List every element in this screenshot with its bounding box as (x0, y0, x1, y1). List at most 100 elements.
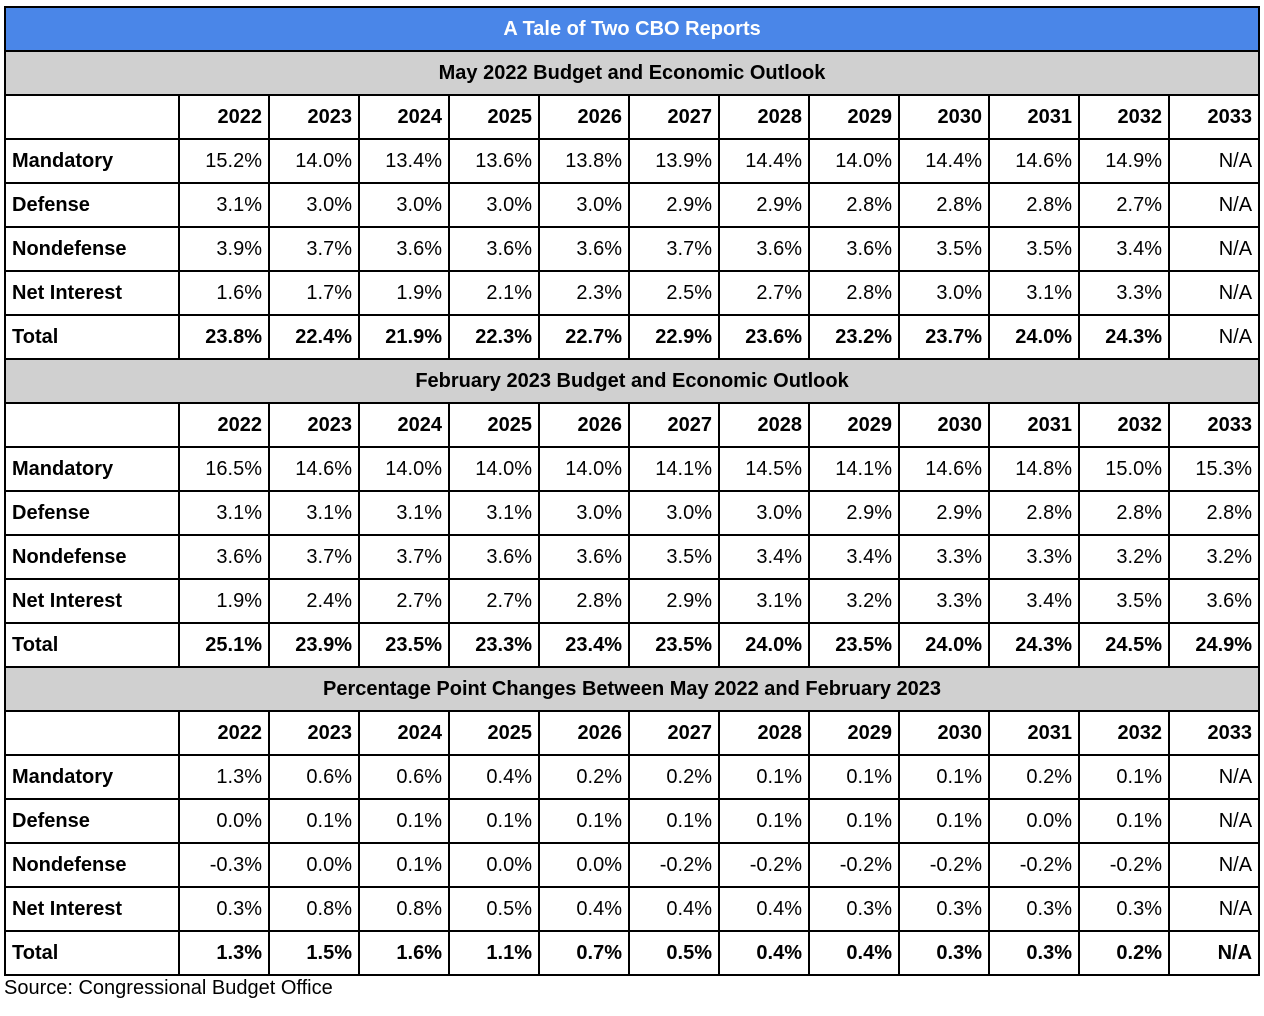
year-header-cell: 2028 (718, 710, 810, 756)
year-header-cell: 2023 (268, 402, 360, 448)
year-header-cell: 2032 (1078, 94, 1170, 140)
value-cell: N/A (1167, 930, 1261, 976)
year-header-cell: 2027 (628, 710, 720, 756)
value-cell: 0.6% (358, 754, 450, 800)
value-cell: 2.5% (628, 270, 720, 316)
section-heading: May 2022 Budget and Economic Outlook (3, 50, 1261, 96)
value-cell: 0.0% (268, 842, 360, 888)
value-cell: 0.7% (538, 930, 630, 976)
empty-header-cell (4, 710, 180, 756)
table-row: Mandatory 15.2% 14.0% 13.4% 13.6% 13.8% 13.9% 1… (4, 138, 1261, 184)
value-cell: 3.6% (718, 226, 810, 272)
value-cell: 0.3% (1078, 886, 1170, 932)
value-cell: 3.3% (1078, 270, 1170, 316)
value-cell: 0.1% (358, 798, 450, 844)
value-cell: 3.5% (628, 534, 720, 580)
year-header-cell: 2024 (358, 402, 450, 448)
value-cell: 3.0% (448, 182, 540, 228)
value-cell: 2.8% (988, 182, 1080, 228)
value-cell: 16.5% (178, 446, 270, 492)
row-label: Mandatory (4, 446, 180, 492)
value-cell: 0.1% (448, 798, 540, 844)
value-cell: 23.5% (358, 622, 450, 668)
value-cell: -0.2% (1078, 842, 1170, 888)
value-cell: 0.8% (268, 886, 360, 932)
value-cell: 14.0% (808, 138, 900, 184)
value-cell: 14.1% (628, 446, 720, 492)
empty-header-cell (4, 402, 180, 448)
value-cell: 0.1% (538, 798, 630, 844)
row-label: Net Interest (4, 578, 180, 624)
year-header-cell: 2024 (358, 94, 450, 140)
value-cell: 0.1% (898, 754, 990, 800)
value-cell: 22.3% (448, 314, 540, 360)
row-label: Total (4, 930, 180, 976)
value-cell: 3.1% (178, 182, 270, 228)
value-cell: 15.3% (1167, 446, 1261, 492)
value-cell: 23.2% (808, 314, 900, 360)
value-cell: 3.0% (268, 182, 360, 228)
value-cell: 0.3% (898, 886, 990, 932)
value-cell: 14.6% (988, 138, 1080, 184)
year-header-cell: 2023 (268, 710, 360, 756)
value-cell: 2.7% (358, 578, 450, 624)
value-cell: 2.8% (988, 490, 1080, 536)
table-row: Net Interest 1.6% 1.7% 1.9% 2.1% 2.3% 2.5% 2.7%… (4, 270, 1261, 316)
year-header-row: 2022 2023 2024 2025 2026 2027 2028 2029 2030 2031… (4, 710, 1261, 756)
value-cell: 24.9% (1167, 622, 1261, 668)
value-cell: 23.8% (178, 314, 270, 360)
year-header-cell: 2023 (268, 94, 360, 140)
value-cell: 3.1% (988, 270, 1080, 316)
section-heading: Percentage Point Changes Between May 202… (3, 666, 1261, 712)
value-cell: N/A (1167, 754, 1261, 800)
value-cell: N/A (1167, 314, 1261, 360)
table-row: Nondefense 3.9% 3.7% 3.6% 3.6% 3.6% 3.7% 3.6% 3.… (4, 226, 1261, 272)
value-cell: 3.2% (1078, 534, 1170, 580)
value-cell: 2.9% (898, 490, 990, 536)
value-cell: 24.3% (988, 622, 1080, 668)
value-cell: 2.8% (1167, 490, 1261, 536)
value-cell: 24.0% (988, 314, 1080, 360)
year-header-cell: 2026 (538, 94, 630, 140)
value-cell: 3.2% (808, 578, 900, 624)
year-header-cell: 2026 (538, 402, 630, 448)
year-header-row: 2022 2023 2024 2025 2026 2027 2028 2029 2030 2031… (4, 94, 1261, 140)
year-header-cell: 2032 (1078, 402, 1170, 448)
value-cell: 24.0% (898, 622, 990, 668)
value-cell: 3.0% (628, 490, 720, 536)
value-cell: 23.9% (268, 622, 360, 668)
value-cell: 0.0% (448, 842, 540, 888)
year-header-cell: 2022 (178, 402, 270, 448)
row-label: Nondefense (4, 226, 180, 272)
value-cell: 0.1% (628, 798, 720, 844)
value-cell: 2.9% (628, 182, 720, 228)
value-cell: N/A (1167, 842, 1261, 888)
value-cell: 14.5% (718, 446, 810, 492)
value-cell: 0.0% (178, 798, 270, 844)
row-label: Mandatory (4, 754, 180, 800)
value-cell: 1.3% (178, 930, 270, 976)
section-heading-row: February 2023 Budget and Economic Outloo… (3, 358, 1261, 404)
row-label: Net Interest (4, 886, 180, 932)
value-cell: 3.9% (178, 226, 270, 272)
value-cell: 3.6% (538, 226, 630, 272)
value-cell: 0.4% (718, 886, 810, 932)
table-row: Mandatory 1.3% 0.6% 0.6% 0.4% 0.2% 0.2% 0.1% 0.1… (4, 754, 1261, 800)
value-cell: 0.1% (808, 798, 900, 844)
value-cell: 3.6% (448, 226, 540, 272)
value-cell: 0.2% (538, 754, 630, 800)
value-cell: 3.1% (448, 490, 540, 536)
year-header-cell: 2031 (988, 402, 1080, 448)
value-cell: -0.2% (898, 842, 990, 888)
value-cell: 3.6% (538, 534, 630, 580)
value-cell: 0.2% (628, 754, 720, 800)
value-cell: N/A (1167, 798, 1261, 844)
value-cell: 0.1% (268, 798, 360, 844)
value-cell: 1.5% (268, 930, 360, 976)
value-cell: 14.6% (898, 446, 990, 492)
row-label: Defense (4, 182, 180, 228)
value-cell: 3.7% (268, 226, 360, 272)
value-cell: 23.5% (628, 622, 720, 668)
value-cell: 3.5% (898, 226, 990, 272)
year-header-cell: 2029 (808, 402, 900, 448)
